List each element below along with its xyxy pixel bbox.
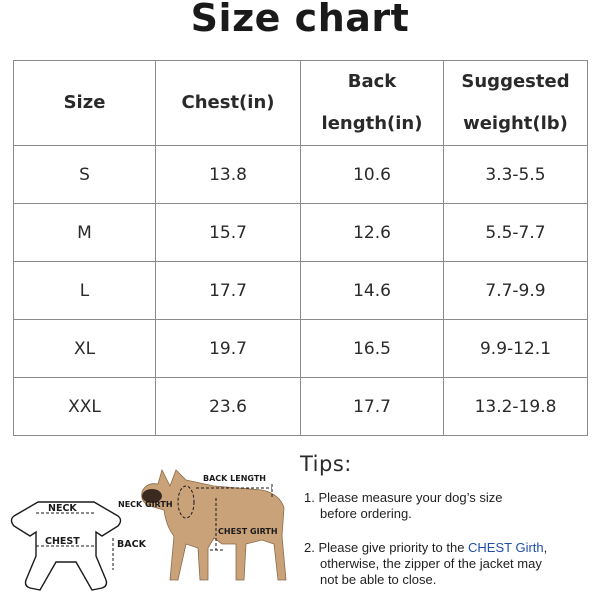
cell-chest: 23.6 bbox=[155, 377, 301, 436]
table-row: L 17.7 14.6 7.7-9.9 bbox=[13, 261, 588, 320]
back-length-label: BACK LENGTH bbox=[203, 474, 266, 483]
cell-back-length: 12.6 bbox=[300, 203, 444, 262]
cell-weight: 5.5-7.7 bbox=[443, 203, 588, 262]
measurement-illustration: NECK CHEST BACK BACK LENGTH NECK GIRTH C… bbox=[10, 468, 287, 591]
header-weight: Suggested weight(lb) bbox=[443, 60, 588, 146]
cell-size: L bbox=[13, 261, 156, 320]
cell-weight: 9.9-12.1 bbox=[443, 319, 588, 378]
cell-size: M bbox=[13, 203, 156, 262]
cell-chest: 13.8 bbox=[155, 145, 301, 204]
tip-2-line2: otherwise, the zipper of the jacket may bbox=[320, 556, 542, 571]
table-row: S 13.8 10.6 3.3-5.5 bbox=[13, 145, 588, 204]
size-table: Size Chest(in) Back length(in) Suggested… bbox=[13, 60, 588, 436]
tips-title: Tips: bbox=[300, 452, 352, 476]
header-back-length: Back length(in) bbox=[300, 60, 444, 146]
header-back-line1: Back bbox=[347, 71, 397, 92]
table-row: XL 19.7 16.5 9.9-12.1 bbox=[13, 319, 588, 378]
table-row: XXL 23.6 17.7 13.2-19.8 bbox=[13, 377, 588, 436]
cell-size: XXL bbox=[13, 377, 156, 436]
jacket-back-label: BACK bbox=[117, 539, 147, 550]
cell-size: S bbox=[13, 145, 156, 204]
header-weight-line1: Suggested bbox=[461, 71, 570, 92]
jacket-measure-lines bbox=[36, 512, 114, 570]
neck-girth-label: NECK GIRTH bbox=[118, 500, 173, 509]
dog-measure-lines bbox=[177, 484, 273, 551]
cell-back-length: 10.6 bbox=[300, 145, 444, 204]
header-back-line2: length(in) bbox=[321, 113, 423, 134]
tip-2: 2. Please give priority to the CHEST Gir… bbox=[304, 540, 590, 588]
cell-back-length: 16.5 bbox=[300, 319, 444, 378]
tip-1: 1. Please measure your dog’s size before… bbox=[304, 490, 590, 522]
cell-weight: 7.7-9.9 bbox=[443, 261, 588, 320]
cell-size: XL bbox=[13, 319, 156, 378]
page-title: Size chart bbox=[190, 0, 410, 40]
tip-2-suffix: , bbox=[543, 540, 548, 555]
chest-girth-label: CHEST GIRTH bbox=[218, 527, 278, 536]
cell-chest: 15.7 bbox=[155, 203, 301, 262]
header-size: Size bbox=[13, 60, 156, 146]
tip-1-line2: before ordering. bbox=[320, 506, 412, 521]
jacket-neck-label: NECK bbox=[48, 503, 77, 514]
tip-1-line1: 1. Please measure your dog’s size bbox=[304, 490, 503, 505]
cell-weight: 13.2-19.8 bbox=[443, 377, 588, 436]
jacket-chest-label: CHEST bbox=[45, 536, 80, 547]
cell-chest: 19.7 bbox=[155, 319, 301, 378]
table-header-row: Size Chest(in) Back length(in) Suggested… bbox=[13, 60, 588, 146]
cell-chest: 17.7 bbox=[155, 261, 301, 320]
table-row: M 15.7 12.6 5.5-7.7 bbox=[13, 203, 588, 262]
header-chest: Chest(in) bbox=[155, 60, 301, 146]
header-weight-line2: weight(lb) bbox=[463, 113, 568, 134]
dog-illustration bbox=[141, 468, 287, 581]
cell-back-length: 14.6 bbox=[300, 261, 444, 320]
tip-2-line3: not be able to close. bbox=[320, 572, 437, 587]
tip-2-accent: CHEST Girth bbox=[468, 540, 544, 555]
tip-2-prefix: 2. Please give priority to the bbox=[304, 540, 469, 555]
cell-back-length: 17.7 bbox=[300, 377, 444, 436]
cell-weight: 3.3-5.5 bbox=[443, 145, 588, 204]
